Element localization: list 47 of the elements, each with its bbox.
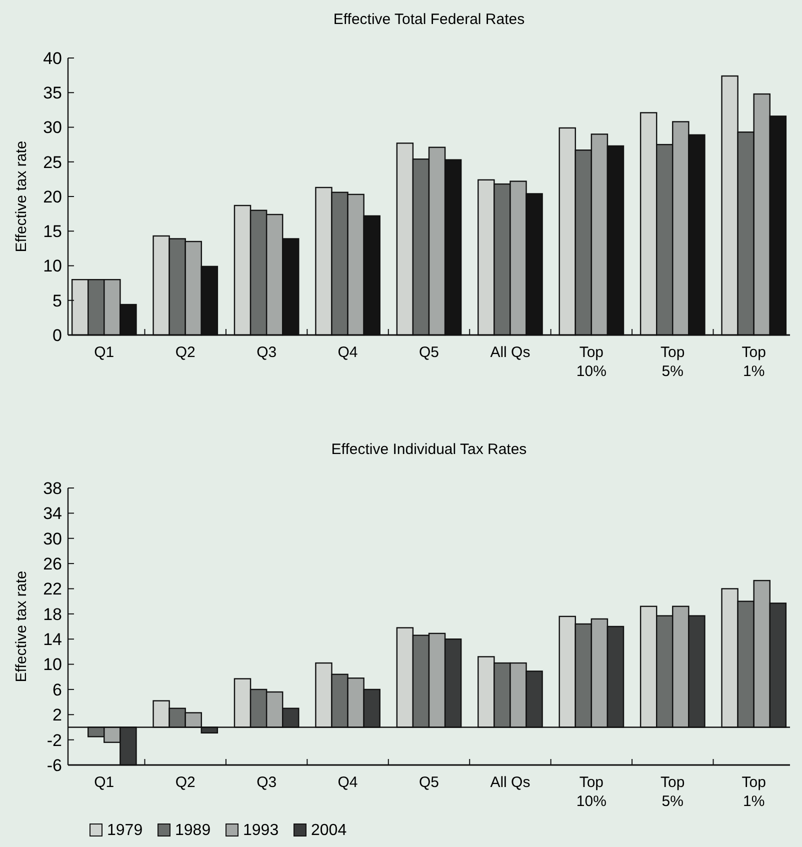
x-tick-label: Q3 [256, 344, 277, 361]
legend-label: 1993 [243, 822, 279, 839]
x-tick-label: Q5 [418, 344, 440, 361]
x-tick-label: Q4 [338, 774, 358, 791]
y-tick-label: -6 [46, 756, 62, 775]
legend-label: 1979 [107, 822, 143, 839]
y-tick-label: 2 [52, 706, 62, 725]
x-tick-label: Top 10% [576, 774, 606, 810]
y-tick-label: 18 [43, 604, 62, 624]
y-tick-label: 38 [43, 478, 62, 498]
y-tick-label: 14 [43, 630, 62, 650]
x-tick-label: Q3 [256, 774, 277, 791]
x-tick-label: Q4 [338, 344, 358, 361]
y-tick-label: 34 [43, 504, 62, 524]
y-tick-label: 10 [43, 256, 62, 276]
y-axis-title: Effective tax rate [13, 570, 30, 682]
y-tick-label: 26 [43, 554, 62, 574]
legend-label: 2004 [311, 822, 347, 839]
y-tick-label: 15 [43, 222, 62, 242]
y-tick-label: 0 [52, 326, 62, 345]
x-tick-label: Top 1% [742, 344, 766, 380]
chart-title: Effective Individual Tax Rates [331, 441, 527, 458]
chart-title: Effective Total Federal Rates [333, 11, 525, 28]
y-axis-title: Effective tax rate [13, 140, 30, 252]
x-tick-label: Top 1% [742, 774, 766, 810]
x-tick-label: Q2 [175, 774, 196, 791]
x-tick-label: Q5 [418, 774, 440, 791]
y-tick-label: 6 [52, 680, 62, 700]
x-tick-label: All Qs [490, 344, 530, 361]
y-tick-label: 30 [43, 529, 62, 548]
y-tick-label: 10 [43, 655, 62, 674]
x-tick-label: Top 10% [576, 344, 606, 380]
y-tick-label: -2 [46, 730, 62, 750]
y-tick-label: 40 [43, 48, 62, 68]
y-tick-label: 20 [43, 187, 62, 206]
y-tick-label: 22 [43, 580, 62, 599]
x-tick-label: Q1 [94, 344, 114, 361]
y-tick-label: 5 [52, 291, 62, 310]
x-tick-label: Top 5% [660, 774, 685, 810]
y-tick-label: 25 [43, 152, 62, 172]
legend-label: 1989 [175, 822, 211, 839]
y-tick-label: 35 [43, 84, 62, 103]
x-tick-label: Q2 [175, 344, 196, 361]
x-tick-label: Q1 [94, 774, 114, 791]
x-tick-label: Top 5% [660, 344, 685, 380]
y-tick-label: 30 [43, 118, 62, 138]
x-tick-label: All Qs [490, 774, 530, 791]
